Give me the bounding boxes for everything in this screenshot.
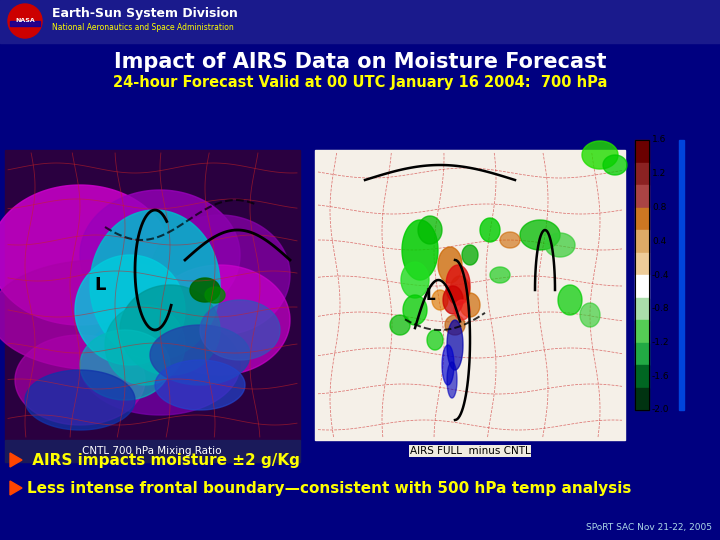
Bar — [635, 185, 649, 207]
Text: Earth-Sun System Division: Earth-Sun System Division — [52, 6, 238, 19]
Text: AIRS impacts moisture ±2 g/Kg: AIRS impacts moisture ±2 g/Kg — [27, 453, 300, 468]
Polygon shape — [443, 286, 463, 314]
Polygon shape — [418, 216, 442, 244]
Text: NASA: NASA — [15, 18, 35, 24]
Polygon shape — [447, 320, 463, 370]
Polygon shape — [0, 185, 170, 325]
Text: SPoRT SAC Nov 21-22, 2005: SPoRT SAC Nov 21-22, 2005 — [586, 523, 712, 532]
Text: -0.8: -0.8 — [652, 304, 670, 313]
Polygon shape — [205, 287, 225, 303]
Bar — [635, 230, 649, 253]
Bar — [635, 140, 649, 410]
Polygon shape — [120, 285, 220, 375]
Polygon shape — [15, 335, 145, 425]
Polygon shape — [500, 232, 520, 248]
Polygon shape — [603, 155, 627, 175]
Polygon shape — [432, 290, 448, 310]
Polygon shape — [460, 293, 480, 317]
Bar — [635, 365, 649, 388]
Bar — [635, 298, 649, 320]
Polygon shape — [10, 453, 22, 467]
Polygon shape — [480, 218, 500, 242]
Polygon shape — [155, 360, 245, 410]
Text: AIRS FULL  minus CNTL: AIRS FULL minus CNTL — [410, 446, 531, 456]
Polygon shape — [80, 330, 170, 400]
Polygon shape — [582, 141, 618, 169]
Text: L: L — [426, 287, 435, 302]
Text: CNTL 700 hPa Mixing Ratio: CNTL 700 hPa Mixing Ratio — [82, 446, 222, 456]
Polygon shape — [150, 325, 250, 385]
Polygon shape — [545, 233, 575, 257]
Bar — [5, 440, 300, 462]
Polygon shape — [0, 260, 210, 370]
Bar — [635, 163, 649, 185]
Polygon shape — [25, 370, 135, 430]
Text: Less intense frontal boundary—consistent with 500 hPa temp analysis: Less intense frontal boundary—consistent… — [27, 481, 631, 496]
Text: 0.4: 0.4 — [652, 237, 666, 246]
Bar — [10, 21, 40, 26]
Polygon shape — [10, 481, 22, 495]
Text: 1.2: 1.2 — [652, 169, 666, 178]
Polygon shape — [447, 362, 457, 398]
Polygon shape — [427, 330, 443, 350]
Polygon shape — [105, 305, 185, 385]
Polygon shape — [80, 315, 240, 415]
Text: National Aeronautics and Space Administration: National Aeronautics and Space Administr… — [52, 24, 234, 32]
Text: 24-hour Forecast Valid at 00 UTC January 16 2004:  700 hPa: 24-hour Forecast Valid at 00 UTC January… — [113, 75, 607, 90]
Polygon shape — [150, 215, 290, 335]
Bar — [679, 140, 684, 410]
Bar — [635, 342, 649, 365]
Bar — [635, 140, 649, 163]
Polygon shape — [390, 315, 410, 335]
Polygon shape — [454, 300, 470, 320]
Bar — [635, 388, 649, 410]
Polygon shape — [520, 220, 560, 250]
Text: -2.0: -2.0 — [652, 406, 670, 415]
Bar — [5, 150, 300, 440]
Text: Impact of AIRS Data on Moisture Forecast: Impact of AIRS Data on Moisture Forecast — [114, 52, 606, 72]
Polygon shape — [450, 276, 470, 304]
Polygon shape — [438, 247, 462, 283]
Text: -0.4: -0.4 — [652, 271, 670, 280]
Polygon shape — [442, 345, 454, 385]
Bar — [635, 320, 649, 342]
Polygon shape — [403, 295, 427, 325]
Polygon shape — [200, 300, 280, 360]
Polygon shape — [490, 267, 510, 283]
Polygon shape — [80, 190, 240, 320]
Bar — [315, 150, 625, 440]
Polygon shape — [402, 220, 438, 280]
Polygon shape — [462, 245, 478, 265]
Text: L: L — [94, 276, 106, 294]
Polygon shape — [150, 265, 290, 375]
Polygon shape — [445, 315, 465, 335]
Text: -1.2: -1.2 — [652, 338, 670, 347]
Bar — [635, 207, 649, 230]
Polygon shape — [90, 210, 220, 360]
Polygon shape — [446, 265, 470, 305]
Circle shape — [8, 4, 42, 38]
Bar — [0, 0, 720, 43]
Polygon shape — [580, 303, 600, 327]
Text: 0.8: 0.8 — [652, 203, 667, 212]
Polygon shape — [558, 285, 582, 315]
Polygon shape — [190, 278, 220, 302]
Bar — [635, 275, 649, 298]
Bar — [635, 253, 649, 275]
Text: 1.6: 1.6 — [652, 136, 667, 145]
Text: -1.6: -1.6 — [652, 372, 670, 381]
Polygon shape — [75, 255, 185, 365]
Polygon shape — [401, 262, 429, 298]
